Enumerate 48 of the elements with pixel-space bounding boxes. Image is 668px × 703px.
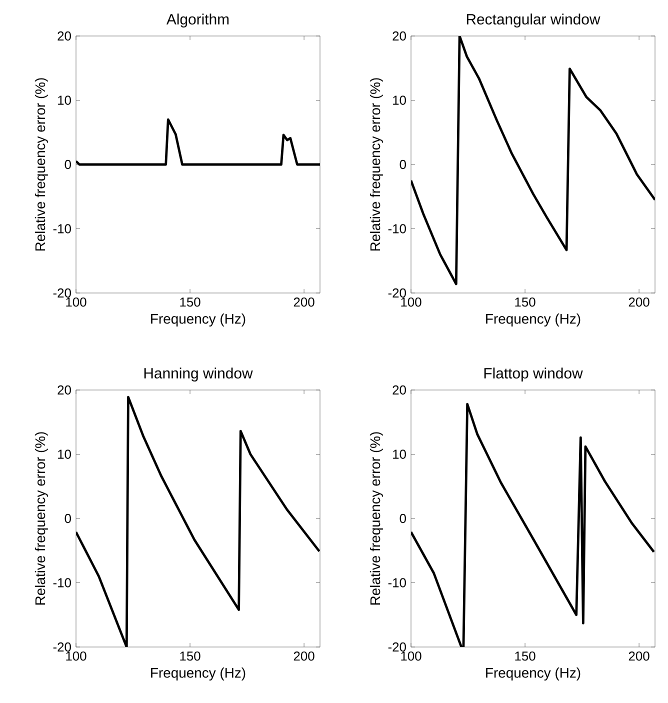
y-tick-label: -10 <box>388 224 406 234</box>
x-tick-label: 100 <box>401 652 422 661</box>
y-tick-label: -20 <box>53 642 71 652</box>
x-tick-label: 150 <box>180 652 200 661</box>
y-axis-title: Relative frequency error (%) <box>34 78 48 251</box>
y-tick-label: -20 <box>53 288 71 298</box>
y-tick-label: 0 <box>64 160 71 170</box>
x-tick-label: 100 <box>66 652 86 661</box>
x-tick-label: 200 <box>294 298 314 307</box>
y-tick-label: 20 <box>392 31 406 41</box>
x-tick-label: 150 <box>180 298 200 307</box>
y-tick-label: 0 <box>400 514 406 524</box>
x-tick-label: 200 <box>628 652 650 661</box>
y-tick-label: 20 <box>58 31 71 41</box>
y-axis-title: Relative frequency error (%) <box>370 432 383 605</box>
y-tick-label: 0 <box>64 514 71 524</box>
y-tick-label: -10 <box>53 578 71 588</box>
chart-title: Rectangular window <box>466 14 600 28</box>
y-tick-label: -20 <box>388 642 406 652</box>
line-series <box>411 402 656 647</box>
x-axis-title: Frequency (Hz) <box>151 668 246 681</box>
y-tick-label: -10 <box>53 224 71 234</box>
line-series <box>76 396 320 647</box>
x-tick-label: 100 <box>66 298 86 307</box>
x-tick-label: 200 <box>294 652 314 661</box>
y-tick-label: -20 <box>388 288 406 298</box>
x-tick-label: 150 <box>515 298 536 307</box>
line-series <box>76 118 320 166</box>
x-axis-title: Frequency (Hz) <box>486 668 580 681</box>
y-axis-title: Relative frequency error (%) <box>370 78 383 251</box>
y-axis-title: Relative frequency error (%) <box>34 432 48 605</box>
y-tick-label: 20 <box>392 385 406 395</box>
x-tick-label: 200 <box>628 298 650 307</box>
chart-title: Flattop window <box>484 368 583 382</box>
y-tick-label: -10 <box>388 578 406 588</box>
x-axis-title: Frequency (Hz) <box>151 314 246 327</box>
y-tick-label: 20 <box>58 385 71 395</box>
line-series <box>411 36 656 286</box>
y-tick-label: 10 <box>393 96 406 105</box>
x-axis-title: Frequency (Hz) <box>486 314 580 327</box>
y-tick-label: 10 <box>393 450 406 459</box>
x-tick-label: 150 <box>515 652 536 661</box>
chart-title: Algorithm <box>166 14 229 28</box>
y-tick-label: 0 <box>400 160 406 170</box>
chart-title: Hanning window <box>144 368 253 382</box>
x-tick-label: 100 <box>401 298 422 307</box>
y-tick-label: 10 <box>58 450 71 459</box>
y-tick-label: 10 <box>58 96 71 105</box>
